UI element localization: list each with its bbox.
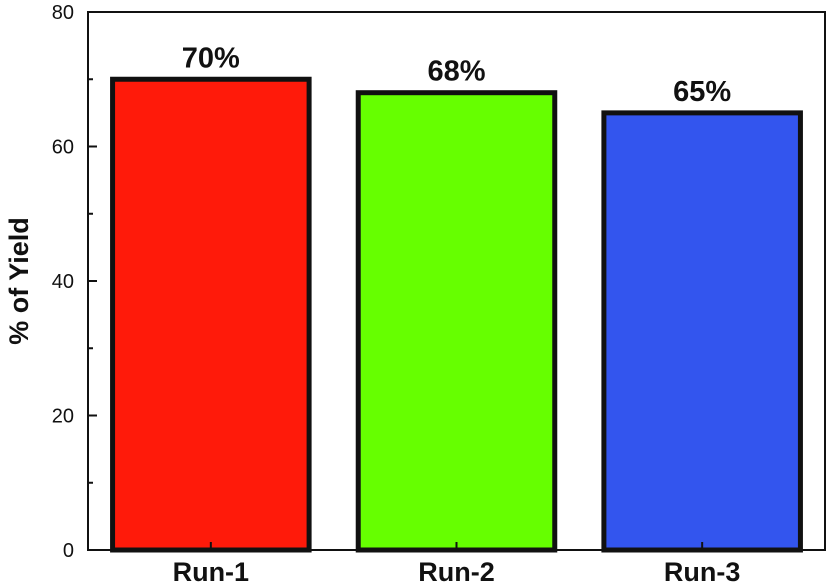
plot-frame bbox=[87, 11, 826, 551]
bar-run-1 bbox=[110, 76, 312, 553]
y-tick-label: 80 bbox=[52, 2, 74, 24]
y-axis-title: % of Yield bbox=[4, 217, 34, 345]
y-axis-ticks: 0 20 40 60 80 bbox=[52, 2, 97, 562]
bars: 70% 68% 65% bbox=[110, 42, 803, 553]
y-tick-label: 0 bbox=[63, 540, 74, 562]
y-tick-label: 40 bbox=[52, 271, 74, 293]
data-label-run-3: 65% bbox=[673, 76, 731, 108]
y-tick-label: 20 bbox=[52, 406, 74, 428]
y-tick-label: 60 bbox=[52, 137, 74, 159]
x-tick-label-run-3: Run-3 bbox=[664, 557, 741, 587]
x-tick-label-run-2: Run-2 bbox=[418, 557, 495, 587]
data-label-run-1: 70% bbox=[182, 42, 240, 74]
data-label-run-2: 68% bbox=[427, 56, 485, 88]
x-tick-label-run-1: Run-1 bbox=[173, 557, 250, 587]
bar-run-2 bbox=[355, 90, 558, 553]
bar-run-3 bbox=[601, 110, 803, 553]
x-axis-ticks: Run-1 Run-2 Run-3 bbox=[173, 542, 741, 587]
